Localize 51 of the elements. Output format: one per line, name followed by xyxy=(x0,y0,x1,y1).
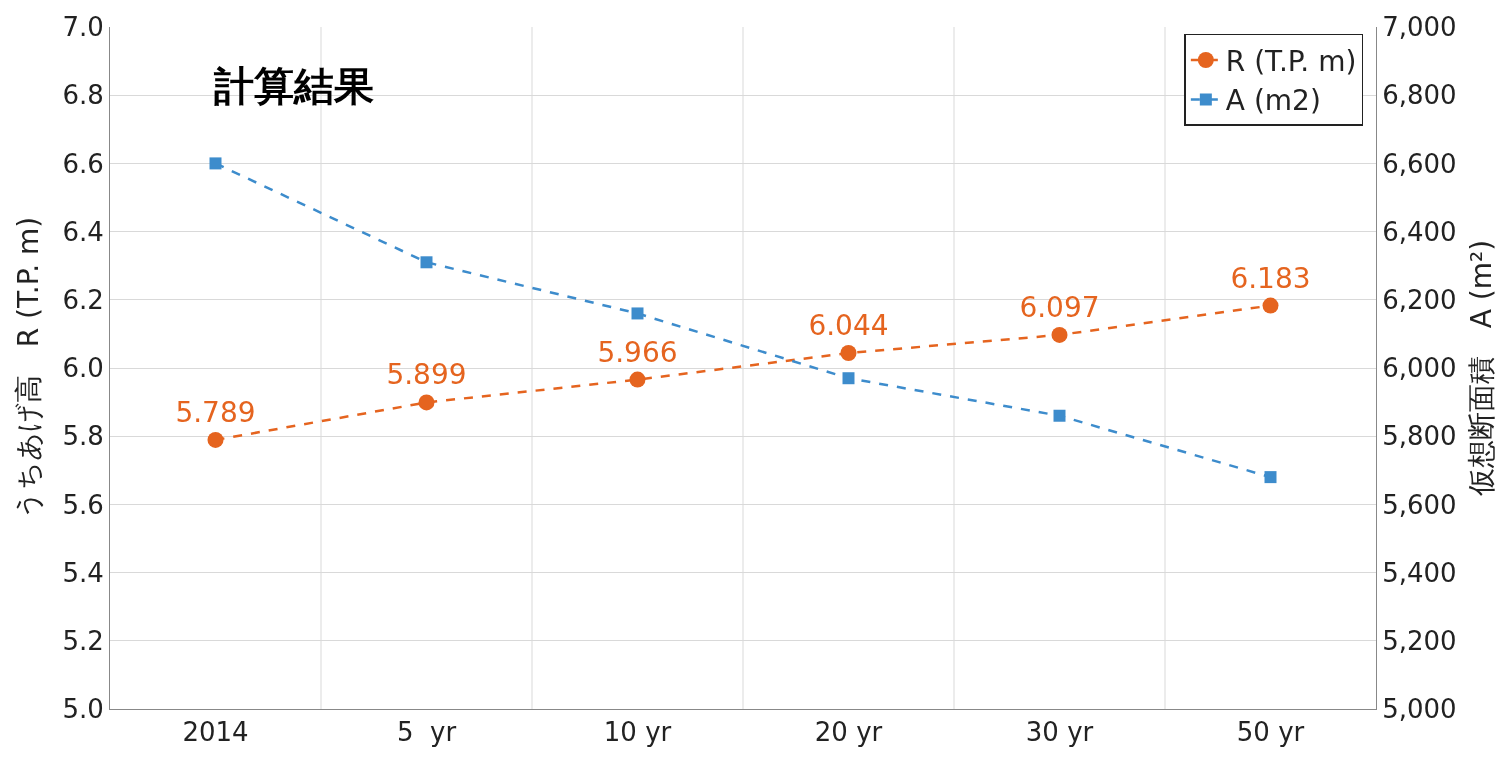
point xyxy=(207,431,224,448)
point xyxy=(1264,471,1277,484)
y-tick-label: 6.8 xyxy=(62,80,104,111)
y2-tick-label: 7,000 xyxy=(1382,12,1457,43)
y-tick-label: 5.8 xyxy=(62,421,104,452)
y-tick-label: 6.0 xyxy=(62,353,104,384)
x-tick-label: 50 yr xyxy=(1236,717,1305,748)
x-tick-label: 20 yr xyxy=(814,717,883,748)
point xyxy=(840,345,857,361)
y-axis-title: うちあげ高 R (T.P. m) xyxy=(12,216,46,520)
y2-tick-label: 6,200 xyxy=(1382,284,1457,315)
y-tick-label: 5.0 xyxy=(62,694,104,725)
y2-tick-label: 6,800 xyxy=(1382,80,1457,111)
data-label: 6.097 xyxy=(1019,290,1100,324)
y2-tick-label: 5,800 xyxy=(1382,421,1457,452)
y2-tick-label: 6,000 xyxy=(1382,353,1457,384)
data-label: 5.966 xyxy=(597,335,678,369)
point xyxy=(1262,297,1279,314)
y2-tick-label: 5,000 xyxy=(1382,694,1457,725)
legend-label: A (m2) xyxy=(1225,84,1321,118)
y-tick-label: 5.4 xyxy=(62,557,104,588)
data-label: 6.044 xyxy=(808,309,889,342)
point xyxy=(418,394,435,411)
y-tick-label: 5.6 xyxy=(62,489,104,520)
data-label: 6.183 xyxy=(1230,261,1311,295)
point xyxy=(842,372,855,385)
point xyxy=(1053,409,1066,422)
y2-tick-label: 6,400 xyxy=(1382,216,1457,247)
point xyxy=(209,157,222,170)
y-tick-label: 6.4 xyxy=(62,216,104,247)
x-tick-label: 30 yr xyxy=(1025,717,1094,748)
x-tick-label: 10 yr xyxy=(603,717,672,748)
y2-tick-label: 5,400 xyxy=(1382,557,1457,588)
legend-label: R (T.P. m) xyxy=(1225,44,1357,78)
data-label: 5.899 xyxy=(386,358,467,392)
y2-tick-label: 6,600 xyxy=(1382,148,1457,179)
y-tick-label: 5.2 xyxy=(62,625,104,656)
point xyxy=(631,307,644,320)
y2-tick-label: 5,600 xyxy=(1382,489,1457,520)
y2-tick-label: 5,200 xyxy=(1382,625,1457,656)
x-tick-label: 2014 xyxy=(182,717,249,748)
y2-axis-title: 仮想断面積 A (m²) xyxy=(1464,239,1498,498)
text: 計算結果 xyxy=(213,63,374,109)
y-tick-label: 7.0 xyxy=(62,12,104,43)
y-tick-label: 6.2 xyxy=(62,284,104,315)
point xyxy=(629,371,646,388)
y-tick-label: 6.6 xyxy=(62,148,104,179)
point xyxy=(1051,326,1068,343)
x-tick-label: 5 yr xyxy=(396,717,457,748)
data-label: 5.789 xyxy=(175,395,256,429)
point xyxy=(420,256,433,269)
